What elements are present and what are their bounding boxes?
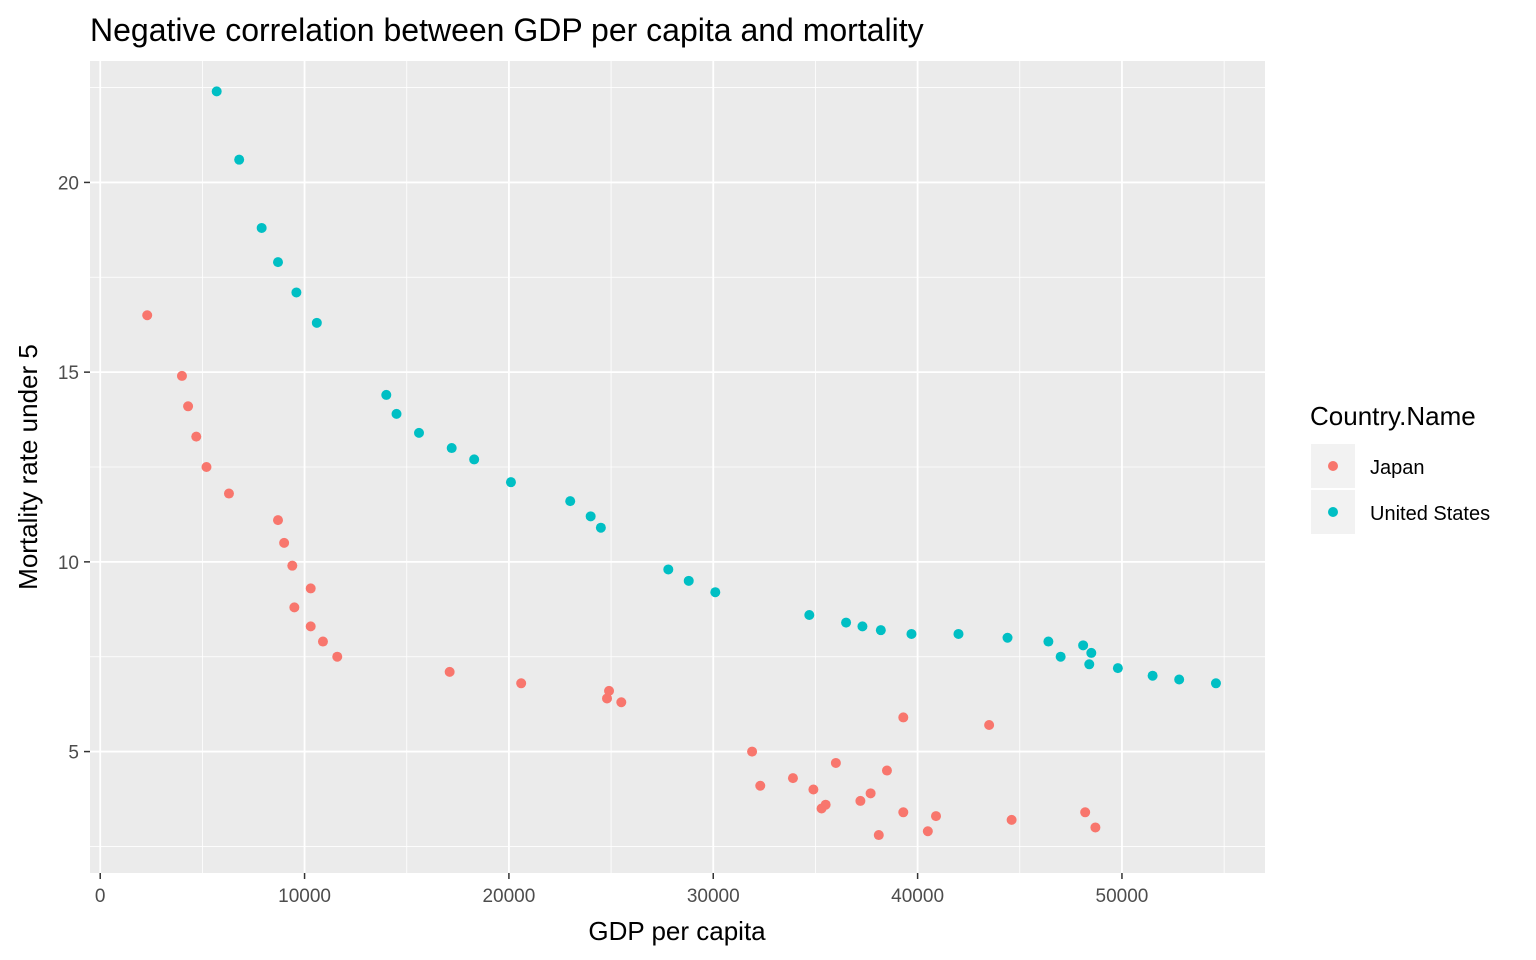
data-point-japan <box>1080 807 1091 818</box>
legend-marker-japan <box>1328 461 1338 471</box>
data-point-united-states <box>273 257 283 268</box>
x-tick-label: 10000 <box>278 886 331 907</box>
data-point-united-states <box>1210 678 1221 689</box>
data-point-japan <box>881 765 892 776</box>
legend-title: Country.Name <box>1310 401 1476 431</box>
data-point-japan <box>183 401 194 412</box>
major-gridlines <box>90 61 1265 873</box>
y-tick-label: 5 <box>68 743 79 764</box>
data-point-united-states <box>1084 659 1095 670</box>
x-tick-label: 0 <box>95 886 106 907</box>
data-point-united-states <box>595 522 606 533</box>
data-point-united-states <box>414 427 424 438</box>
data-point-united-states <box>906 628 917 639</box>
data-point-japan <box>808 784 819 795</box>
data-point-united-states <box>469 454 480 465</box>
data-point-united-states <box>391 408 402 419</box>
data-point-japan <box>176 370 187 381</box>
y-axis-ticks: 5 10 15 20 <box>58 173 90 764</box>
data-point-japan <box>289 602 300 613</box>
data-point-japan <box>332 651 343 662</box>
data-point-united-states <box>841 617 852 628</box>
data-point-united-states <box>875 625 886 636</box>
y-tick-label: 20 <box>58 173 79 194</box>
y-axis-title: Mortality rate under 5 <box>13 344 43 590</box>
data-point-japan <box>984 720 995 731</box>
data-point-japan <box>855 795 866 806</box>
x-tick-label: 30000 <box>687 886 740 907</box>
data-point-japan <box>317 636 328 647</box>
data-point-japan <box>616 697 627 708</box>
x-tick-label: 40000 <box>891 886 944 907</box>
data-point-united-states <box>311 317 322 328</box>
data-point-united-states <box>256 222 267 233</box>
data-point-united-states <box>1147 670 1158 681</box>
legend-label-japan: Japan <box>1370 457 1425 479</box>
data-points <box>142 86 1221 841</box>
data-point-united-states <box>211 86 222 97</box>
x-axis-ticks: 0 10000 20000 30000 40000 50000 <box>95 873 1148 907</box>
data-point-japan <box>1090 822 1101 833</box>
data-point-japan <box>787 773 798 784</box>
minor-gridlines <box>90 61 1265 873</box>
data-point-united-states <box>505 477 516 488</box>
data-point-united-states <box>1174 674 1185 685</box>
data-point-japan <box>142 310 153 321</box>
data-point-united-states <box>663 564 674 575</box>
data-point-japan <box>747 746 758 757</box>
data-point-japan <box>273 515 283 526</box>
chart-title: Negative correlation between GDP per cap… <box>90 12 924 48</box>
data-point-united-states <box>446 443 457 454</box>
legend-marker-united-states <box>1328 507 1338 517</box>
data-point-japan <box>223 488 234 499</box>
data-point-united-states <box>953 628 964 639</box>
data-point-japan <box>873 830 884 841</box>
x-axis-title: GDP per capita <box>588 916 766 946</box>
data-point-united-states <box>1078 640 1089 651</box>
x-tick-label: 50000 <box>1096 886 1149 907</box>
data-point-japan <box>898 712 909 723</box>
data-point-japan <box>201 462 212 472</box>
data-point-united-states <box>234 154 245 165</box>
data-point-united-states <box>291 287 302 298</box>
legend: Country.Name Japan United States <box>1310 401 1490 534</box>
data-point-united-states <box>1112 663 1123 674</box>
data-point-united-states <box>857 621 868 632</box>
data-point-japan <box>865 788 876 799</box>
data-point-united-states <box>585 511 596 522</box>
data-point-japan <box>602 693 612 704</box>
data-point-japan <box>898 807 909 818</box>
y-tick-label: 15 <box>58 363 79 384</box>
data-point-japan <box>820 799 831 810</box>
data-point-japan <box>305 621 316 632</box>
data-point-japan <box>287 560 298 571</box>
data-point-japan <box>191 431 202 442</box>
data-point-japan <box>755 780 766 791</box>
data-point-united-states <box>1043 636 1054 647</box>
y-tick-label: 10 <box>58 553 79 574</box>
data-point-japan <box>1006 814 1017 825</box>
legend-label-united-states: United States <box>1370 503 1490 525</box>
data-point-japan <box>830 757 841 768</box>
data-point-united-states <box>710 587 721 598</box>
data-point-united-states <box>1055 651 1066 662</box>
data-point-japan <box>931 811 941 822</box>
data-point-japan <box>604 685 615 696</box>
data-point-united-states <box>565 496 576 507</box>
data-point-united-states <box>804 609 815 620</box>
data-point-japan <box>922 826 933 837</box>
data-point-united-states <box>683 575 694 586</box>
data-point-united-states <box>1086 647 1097 658</box>
data-point-japan <box>444 666 455 677</box>
data-point-japan <box>305 583 316 594</box>
data-point-japan <box>516 678 527 689</box>
data-point-united-states <box>1002 632 1013 643</box>
data-point-united-states <box>381 389 392 400</box>
x-tick-label: 20000 <box>482 886 535 907</box>
data-point-japan <box>279 537 290 548</box>
